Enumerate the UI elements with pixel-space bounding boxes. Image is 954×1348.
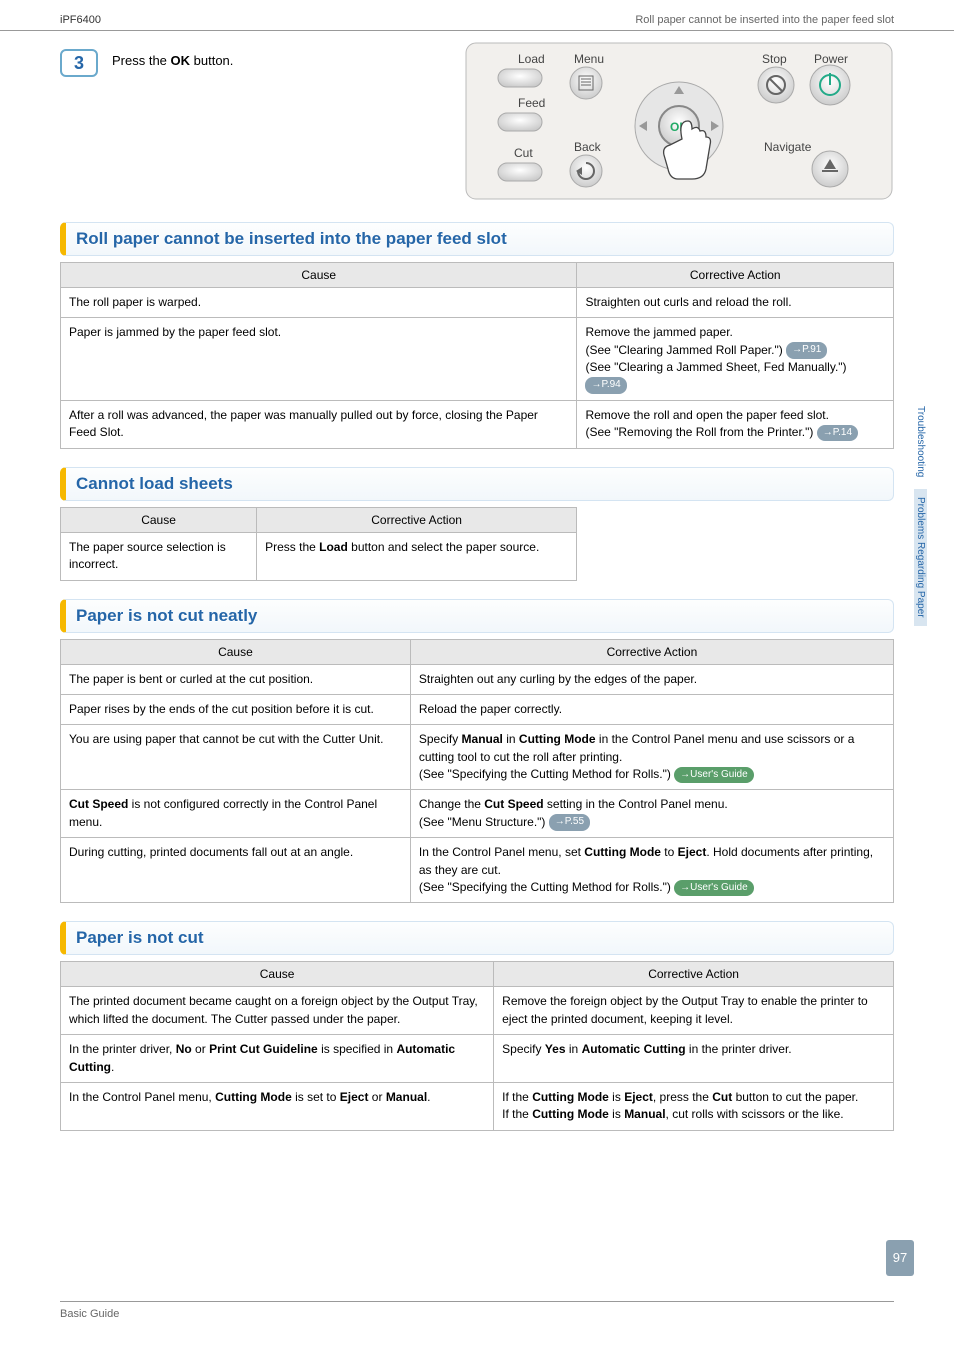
section-heading: Paper is not cut neatly bbox=[60, 599, 894, 633]
control-panel-illustration: Load Feed Cut Menu Back O bbox=[464, 41, 894, 204]
reference-pill[interactable]: →P.91 bbox=[786, 342, 827, 359]
table-row: In the printer driver, No or Print Cut G… bbox=[61, 1035, 894, 1083]
section-heading: Cannot load sheets bbox=[60, 467, 894, 501]
section-title: Paper is not cut bbox=[76, 928, 883, 948]
action-cell: Remove the jammed paper.(See "Clearing J… bbox=[577, 318, 894, 401]
table-row: You are using paper that cannot be cut w… bbox=[61, 725, 894, 790]
table-row: The paper source selection is incorrect.… bbox=[61, 532, 577, 580]
table-header: Corrective Action bbox=[494, 962, 894, 987]
reference-pill[interactable]: →P.94 bbox=[585, 377, 626, 394]
cause-cell: During cutting, printed documents fall o… bbox=[61, 838, 411, 903]
table-row: During cutting, printed documents fall o… bbox=[61, 838, 894, 903]
model-label: iPF6400 bbox=[60, 14, 101, 26]
feed-label: Feed bbox=[518, 96, 545, 110]
table-row: The paper is bent or curled at the cut p… bbox=[61, 664, 894, 694]
section-title: Roll paper cannot be inserted into the p… bbox=[76, 229, 883, 249]
table-header: Cause bbox=[61, 507, 257, 532]
table-header: Corrective Action bbox=[577, 263, 894, 288]
table-row: The printed document became caught on a … bbox=[61, 987, 894, 1035]
section-heading: Roll paper cannot be inserted into the p… bbox=[60, 222, 894, 256]
trouble-table: CauseCorrective ActionThe paper is bent … bbox=[60, 639, 894, 904]
reference-pill[interactable]: →P.14 bbox=[817, 425, 858, 442]
cause-cell: Paper rises by the ends of the cut posit… bbox=[61, 694, 411, 724]
breadcrumb-right: Roll paper cannot be inserted into the p… bbox=[635, 14, 894, 26]
section-title: Paper is not cut neatly bbox=[76, 606, 883, 626]
action-cell: If the Cutting Mode is Eject, press the … bbox=[494, 1082, 894, 1130]
step-text-bold: OK bbox=[171, 53, 191, 68]
stop-label: Stop bbox=[762, 52, 787, 66]
action-cell: Press the Load button and select the pap… bbox=[257, 532, 577, 580]
trouble-table: CauseCorrective ActionThe roll paper is … bbox=[60, 262, 894, 449]
page-number-badge: 97 bbox=[886, 1240, 914, 1276]
cause-cell: The paper source selection is incorrect. bbox=[61, 532, 257, 580]
action-cell: In the Control Panel menu, set Cutting M… bbox=[410, 838, 893, 903]
cause-cell: The paper is bent or curled at the cut p… bbox=[61, 664, 411, 694]
action-cell: Specify Manual in Cutting Mode in the Co… bbox=[410, 725, 893, 790]
reference-pill[interactable]: →User's Guide bbox=[674, 767, 754, 784]
footer: Basic Guide bbox=[60, 1301, 894, 1320]
side-tabs: Troubleshooting Problems Regarding Paper bbox=[914, 398, 932, 630]
side-tab[interactable]: Problems Regarding Paper bbox=[914, 489, 927, 626]
table-header: Corrective Action bbox=[257, 507, 577, 532]
page-header: iPF6400 Roll paper cannot be inserted in… bbox=[0, 0, 954, 31]
cause-cell: The printed document became caught on a … bbox=[61, 987, 494, 1035]
action-cell: Specify Yes in Automatic Cutting in the … bbox=[494, 1035, 894, 1083]
cut-label: Cut bbox=[514, 146, 533, 160]
cause-cell: In the Control Panel menu, Cutting Mode … bbox=[61, 1082, 494, 1130]
action-cell: Change the Cut Speed setting in the Cont… bbox=[410, 790, 893, 838]
table-row: Cut Speed is not configured correctly in… bbox=[61, 790, 894, 838]
cause-cell: Cut Speed is not configured correctly in… bbox=[61, 790, 411, 838]
step-number-badge: 3 bbox=[60, 49, 98, 77]
table-row: Paper rises by the ends of the cut posit… bbox=[61, 694, 894, 724]
cause-cell: In the printer driver, No or Print Cut G… bbox=[61, 1035, 494, 1083]
navigate-label: Navigate bbox=[764, 140, 812, 154]
menu-label: Menu bbox=[574, 52, 604, 66]
table-row: The roll paper is warped.Straighten out … bbox=[61, 288, 894, 318]
step-text-pre: Press the bbox=[112, 53, 171, 68]
table-row: After a roll was advanced, the paper was… bbox=[61, 400, 894, 448]
action-cell: Remove the roll and open the paper feed … bbox=[577, 400, 894, 448]
action-cell: Remove the foreign object by the Output … bbox=[494, 987, 894, 1035]
table-header: Cause bbox=[61, 962, 494, 987]
cause-cell: You are using paper that cannot be cut w… bbox=[61, 725, 411, 790]
table-header: Corrective Action bbox=[410, 639, 893, 664]
trouble-table: CauseCorrective ActionThe printed docume… bbox=[60, 961, 894, 1130]
action-cell: Reload the paper correctly. bbox=[410, 694, 893, 724]
table-header: Cause bbox=[61, 263, 577, 288]
table-header: Cause bbox=[61, 639, 411, 664]
action-cell: Straighten out curls and reload the roll… bbox=[577, 288, 894, 318]
action-cell: Straighten out any curling by the edges … bbox=[410, 664, 893, 694]
step-row: 3 Press the OK button. Load Feed Cut bbox=[60, 49, 894, 204]
table-row: Paper is jammed by the paper feed slot.R… bbox=[61, 318, 894, 401]
reference-pill[interactable]: →P.55 bbox=[549, 814, 590, 831]
footer-left: Basic Guide bbox=[60, 1308, 119, 1320]
reference-pill[interactable]: →User's Guide bbox=[674, 880, 754, 897]
step-text-post: button. bbox=[190, 53, 233, 68]
back-label: Back bbox=[574, 140, 602, 154]
trouble-table: CauseCorrective ActionThe paper source s… bbox=[60, 507, 577, 581]
cause-cell: Paper is jammed by the paper feed slot. bbox=[61, 318, 577, 401]
power-label: Power bbox=[814, 52, 848, 66]
section-heading: Paper is not cut bbox=[60, 921, 894, 955]
step-text: Press the OK button. bbox=[112, 49, 233, 68]
section-title: Cannot load sheets bbox=[76, 474, 883, 494]
cause-cell: The roll paper is warped. bbox=[61, 288, 577, 318]
table-row: In the Control Panel menu, Cutting Mode … bbox=[61, 1082, 894, 1130]
cause-cell: After a roll was advanced, the paper was… bbox=[61, 400, 577, 448]
load-label: Load bbox=[518, 52, 545, 66]
side-tab[interactable]: Troubleshooting bbox=[914, 398, 927, 485]
